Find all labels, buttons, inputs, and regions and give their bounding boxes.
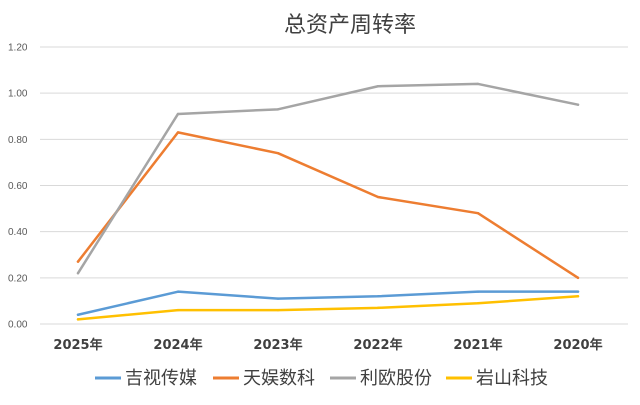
data-point <box>276 151 280 155</box>
series-line-1 <box>76 131 580 280</box>
x-tick-label: 2024年 <box>153 337 202 353</box>
series-line-3 <box>76 295 580 321</box>
data-point <box>576 276 580 280</box>
data-point <box>376 85 380 88</box>
data-point <box>276 108 280 111</box>
data-point <box>76 272 80 275</box>
y-axis-ticks: 0.00 0.20 0.40 0.60 0.80 1.00 1.20 <box>8 43 28 331</box>
data-point <box>76 313 80 316</box>
data-point <box>576 290 580 293</box>
x-tick-label: 2021年 <box>453 337 502 353</box>
data-point <box>476 302 480 305</box>
legend-label: 岩山科技 <box>476 368 548 389</box>
series-line-0 <box>76 290 580 317</box>
series-lines <box>76 82 580 321</box>
x-axis-ticks: 2025年 2024年 2023年 2022年 2021年 2020年 <box>53 337 602 353</box>
y-tick-label: 1.20 <box>8 43 28 54</box>
data-point <box>376 295 380 298</box>
data-point <box>476 290 480 293</box>
data-point <box>476 82 480 86</box>
legend-label: 吉视传媒 <box>125 368 197 389</box>
data-point <box>576 295 580 298</box>
y-tick-label: 0.60 <box>8 181 28 192</box>
x-tick-label: 2022年 <box>353 337 402 353</box>
data-point <box>176 112 180 116</box>
x-tick-label: 2025年 <box>53 337 102 353</box>
series-line-2 <box>76 82 580 275</box>
data-point <box>176 290 180 293</box>
data-point <box>376 306 380 310</box>
chart-title: 总资产周转率 <box>284 13 416 38</box>
legend: 吉视传媒 天娱数科 利欧股份 岩山科技 <box>95 368 548 389</box>
x-tick-label: 2023年 <box>253 337 302 353</box>
data-point <box>576 103 580 106</box>
x-tick-label: 2020年 <box>553 337 602 353</box>
data-point <box>276 308 280 312</box>
data-point <box>76 260 80 263</box>
data-point <box>276 297 280 300</box>
legend-label: 天娱数科 <box>243 368 315 389</box>
data-point <box>476 212 480 215</box>
y-tick-label: 0.20 <box>8 273 28 284</box>
gridlines <box>40 46 628 325</box>
y-tick-label: 0.40 <box>8 227 28 238</box>
data-point <box>76 318 80 321</box>
data-point <box>376 195 380 199</box>
data-point <box>176 308 180 312</box>
y-tick-label: 1.00 <box>8 89 28 100</box>
y-tick-label: 0.00 <box>8 320 28 331</box>
y-tick-label: 0.80 <box>8 135 28 146</box>
data-point <box>176 131 180 134</box>
legend-label: 利欧股份 <box>360 368 432 389</box>
